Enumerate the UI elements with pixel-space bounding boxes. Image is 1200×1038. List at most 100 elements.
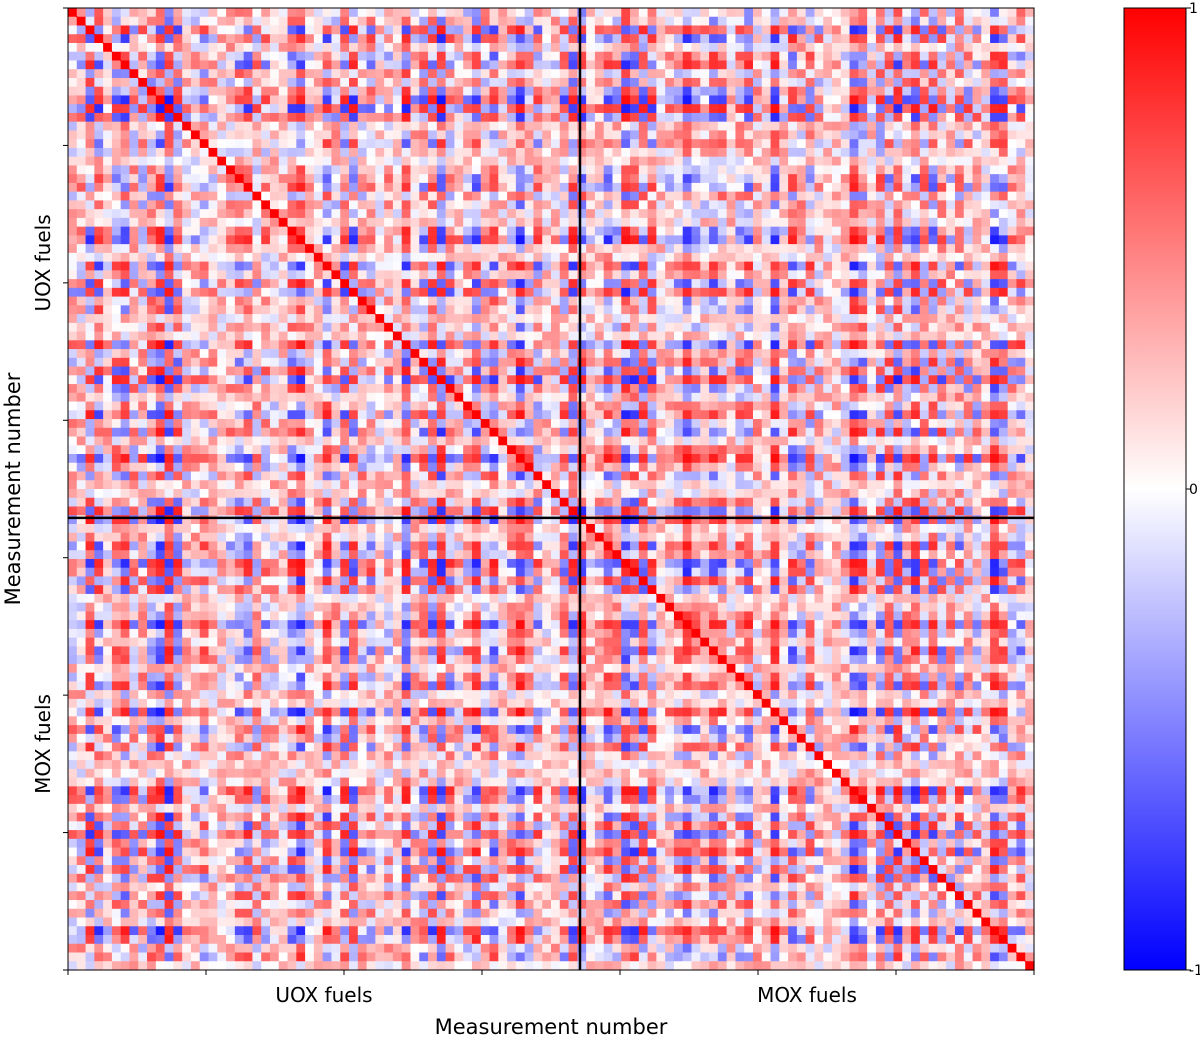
heatmap-cell <box>234 8 245 18</box>
heatmap-cell <box>305 287 315 298</box>
heatmap-cell <box>1007 340 1018 350</box>
heatmap-cell <box>296 340 306 350</box>
heatmap-cell <box>261 191 271 201</box>
heatmap-cell <box>805 191 816 201</box>
heatmap-cell <box>858 209 868 219</box>
heatmap-cell <box>463 121 473 132</box>
heatmap-cell <box>349 375 359 385</box>
heatmap-cell <box>559 121 570 132</box>
heatmap-cell <box>814 112 824 123</box>
heatmap-cell <box>1025 34 1035 44</box>
heatmap-cell <box>410 112 420 123</box>
heatmap-cell <box>656 296 666 306</box>
heatmap-cell <box>322 147 333 158</box>
heatmap-cell <box>199 112 210 123</box>
heatmap-cell <box>375 156 385 167</box>
heatmap-cell <box>305 86 315 97</box>
heatmap-cell <box>155 51 166 62</box>
heatmap-cell <box>349 384 359 394</box>
heatmap-cell <box>252 112 262 123</box>
heatmap-cell <box>1016 51 1026 62</box>
heatmap-cell <box>682 261 693 271</box>
heatmap-cell <box>226 130 236 140</box>
heatmap-cell <box>76 375 87 385</box>
heatmap-cell <box>981 139 991 149</box>
heatmap-cell <box>691 279 701 289</box>
heatmap-cell <box>709 25 719 35</box>
heatmap-cell <box>147 200 157 210</box>
heatmap-cell <box>559 174 570 184</box>
heatmap-cell <box>700 165 710 175</box>
heatmap-cell <box>322 279 333 289</box>
heatmap-cell <box>278 226 289 236</box>
heatmap-cell <box>954 252 965 263</box>
heatmap-cell <box>682 340 693 350</box>
heatmap-cell <box>568 8 578 18</box>
heatmap-cell <box>428 165 438 175</box>
heatmap-cell <box>217 147 227 158</box>
heatmap-cell <box>208 156 218 167</box>
heatmap-cell <box>278 375 289 385</box>
heatmap-cell <box>164 217 174 228</box>
heatmap-cell <box>770 244 780 254</box>
heatmap-cell <box>559 217 570 228</box>
heatmap-cell <box>735 8 745 18</box>
heatmap-cell <box>858 349 868 359</box>
heatmap-cell <box>322 252 333 263</box>
heatmap-cell <box>700 174 710 184</box>
heatmap-cell <box>428 60 438 70</box>
heatmap-cell <box>884 217 895 228</box>
heatmap-cell <box>1007 244 1018 254</box>
heatmap-cell <box>489 252 499 263</box>
heatmap-cell <box>586 191 596 201</box>
heatmap-cell <box>542 200 552 210</box>
heatmap-cell <box>313 34 324 44</box>
heatmap-cell <box>673 121 684 132</box>
heatmap-cell <box>375 174 385 184</box>
heatmap-cell <box>489 165 499 175</box>
heatmap-cell <box>305 165 315 175</box>
heatmap-cell <box>919 322 930 333</box>
heatmap-cell <box>902 34 912 44</box>
heatmap-cell <box>111 139 122 149</box>
heatmap-cell <box>120 8 131 18</box>
heatmap-cell <box>68 191 78 201</box>
heatmap-cell <box>305 121 315 132</box>
heatmap-cell <box>454 235 464 245</box>
heatmap-cell <box>1025 165 1035 175</box>
heatmap-cell <box>94 217 104 228</box>
heatmap-cell <box>515 165 526 175</box>
heatmap-cell <box>551 16 561 27</box>
heatmap-cell <box>533 305 543 315</box>
heatmap-cell <box>155 104 166 114</box>
heatmap-cell <box>603 139 614 149</box>
heatmap-cell <box>498 287 508 298</box>
heatmap-cell <box>392 401 403 411</box>
heatmap-cell <box>621 366 631 376</box>
heatmap-cell <box>796 340 807 350</box>
heatmap-cell <box>515 384 526 394</box>
heatmap-cell <box>858 375 868 385</box>
heatmap-cell <box>428 244 438 254</box>
heatmap-cell <box>85 252 95 263</box>
heatmap-cell <box>998 261 1009 271</box>
heatmap-cell <box>752 34 763 44</box>
heatmap-cell <box>972 191 982 201</box>
heatmap-cell <box>278 209 289 219</box>
heatmap-cell <box>726 375 737 385</box>
heatmap-cell <box>735 200 745 210</box>
heatmap-cell <box>603 349 614 359</box>
heatmap-cell <box>234 165 245 175</box>
heatmap-cell <box>278 296 289 306</box>
heatmap-cell <box>76 104 87 114</box>
heatmap-cell <box>1016 69 1026 79</box>
heatmap-cell <box>577 217 587 228</box>
heatmap-cell <box>103 200 113 210</box>
heatmap-cell <box>990 261 1000 271</box>
heatmap-cell <box>296 104 306 114</box>
heatmap-cell <box>480 51 491 62</box>
heatmap-cell <box>823 104 833 114</box>
heatmap-cell <box>761 16 772 27</box>
heatmap-cell <box>340 51 350 62</box>
heatmap-cell <box>937 226 947 236</box>
